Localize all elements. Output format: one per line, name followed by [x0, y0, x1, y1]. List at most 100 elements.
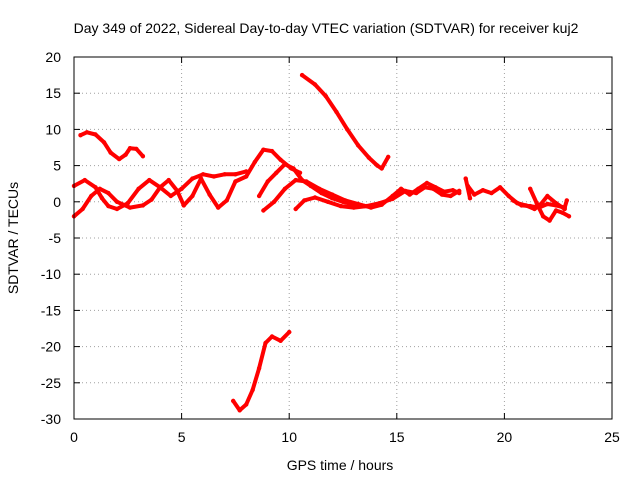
data-point: [222, 172, 227, 177]
series-layer: [71, 72, 572, 413]
series-line-trace-h: [293, 185, 462, 211]
data-point: [97, 186, 103, 191]
data-point: [175, 188, 180, 194]
data-point: [84, 130, 90, 135]
data-point: [216, 205, 221, 210]
y-tick-label: 5: [53, 158, 61, 174]
data-point: [377, 201, 382, 206]
data-point: [506, 193, 511, 199]
data-point: [269, 148, 275, 154]
data-point: [233, 172, 238, 177]
data-point: [261, 208, 266, 213]
data-point: [398, 186, 404, 191]
data-point: [252, 159, 257, 165]
data-point: [424, 180, 430, 186]
data-point: [291, 166, 296, 171]
data-point: [166, 177, 171, 183]
data-point: [312, 195, 318, 200]
data-point: [157, 185, 163, 190]
data-point: [114, 206, 120, 212]
data-point: [560, 210, 565, 215]
data-point: [534, 201, 539, 206]
x-tick-label: 25: [604, 429, 620, 445]
data-point: [489, 190, 494, 196]
y-tick-label: 15: [45, 85, 61, 101]
data-point: [562, 205, 567, 210]
data-point: [140, 154, 146, 159]
data-point: [480, 188, 486, 193]
data-point: [463, 176, 468, 181]
data-point: [207, 192, 212, 197]
x-axis-title: GPS time / hours: [287, 457, 394, 473]
x-tick-label: 15: [389, 429, 405, 445]
data-point: [233, 179, 238, 184]
data-point: [545, 201, 550, 207]
data-point: [302, 198, 307, 203]
data-point: [553, 208, 559, 213]
data-point: [564, 198, 569, 203]
data-point: [106, 190, 111, 196]
data-point: [211, 174, 217, 179]
data-point: [274, 170, 279, 175]
data-point: [89, 193, 94, 199]
data-point: [278, 338, 283, 343]
data-point: [244, 174, 249, 179]
data-point: [231, 398, 236, 404]
data-point: [448, 193, 453, 199]
data-point: [312, 82, 318, 87]
y-tick-label: -15: [41, 302, 61, 318]
data-point: [355, 143, 361, 148]
data-point: [265, 179, 270, 184]
tick-layer: 0 5 10 15 20 25 -30 -25 -20 -15 -10 -5 0 5 10 15 20: [41, 49, 620, 445]
data-point: [261, 147, 266, 152]
data-point: [345, 127, 350, 132]
data-point: [78, 133, 83, 138]
data-point: [467, 196, 473, 201]
data-point: [338, 203, 343, 209]
y-axis-title: SDTVAR / TECUs: [5, 182, 21, 294]
data-point: [403, 188, 408, 194]
y-tick-label: 20: [45, 49, 61, 65]
data-point: [334, 109, 339, 115]
data-point: [190, 176, 195, 181]
data-point: [553, 203, 559, 208]
data-point: [282, 186, 288, 191]
data-point: [93, 132, 98, 137]
data-point: [540, 214, 546, 219]
data-point: [343, 198, 348, 203]
data-point: [93, 185, 98, 190]
data-point: [439, 192, 445, 197]
y-tick-label: 0: [53, 194, 61, 210]
data-point: [282, 162, 288, 167]
data-point: [134, 146, 139, 152]
data-point: [325, 199, 331, 204]
data-point: [181, 203, 186, 208]
x-tick-label: 10: [281, 429, 297, 445]
x-tick-label: 0: [70, 429, 78, 445]
data-point: [510, 198, 516, 203]
data-point: [497, 185, 503, 190]
y-tick-label: -25: [41, 375, 61, 391]
data-point: [263, 340, 268, 346]
data-point: [127, 146, 133, 151]
data-point: [179, 186, 184, 191]
grid-layer: [74, 57, 612, 419]
data-point: [271, 199, 277, 204]
y-tick-label: -5: [49, 230, 62, 246]
data-point: [99, 196, 105, 201]
data-point: [136, 186, 141, 191]
data-point: [101, 140, 107, 145]
data-point: [528, 203, 533, 209]
data-point: [244, 402, 249, 407]
data-point: [293, 177, 298, 183]
data-point: [379, 166, 384, 171]
data-point: [106, 203, 111, 209]
data-point: [519, 203, 524, 208]
x-tick-label: 5: [178, 429, 186, 445]
data-point: [293, 206, 298, 212]
data-point: [149, 197, 154, 202]
data-point: [547, 218, 552, 223]
data-point: [80, 206, 85, 212]
